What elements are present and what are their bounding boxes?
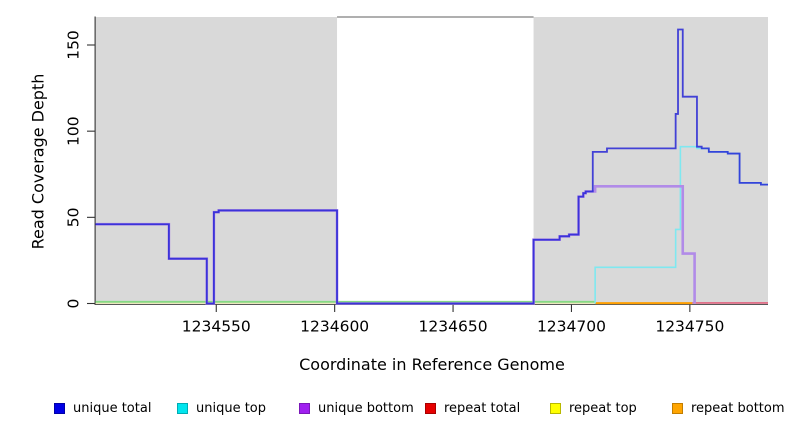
legend-item-repeat-bottom: repeat bottom: [672, 400, 785, 416]
y-tick-label: 150: [65, 30, 83, 60]
shaded-region-left: [95, 17, 338, 305]
legend-label: repeat bottom: [691, 400, 785, 416]
x-tick-label: 1234550: [182, 318, 251, 336]
legend-item-repeat-total: repeat total: [425, 400, 521, 416]
y-tick-label: 0: [65, 299, 83, 309]
unique-bottom-swatch-icon: [299, 402, 310, 414]
x-tick-label: 1234600: [300, 318, 369, 336]
legend-item-repeat-top: repeat top: [550, 400, 637, 416]
unique-total-swatch-icon: [54, 402, 65, 414]
legend-label: unique total: [73, 400, 152, 416]
legend-label: unique top: [196, 400, 267, 416]
y-tick-label: 50: [65, 207, 83, 227]
repeat-top-swatch-icon: [550, 402, 561, 414]
y-axis-title: Read Coverage Depth: [28, 73, 48, 250]
series-unique-total-line: [95, 28, 768, 305]
x-tick-label: 1234700: [537, 318, 606, 336]
legend-item-unique-bottom: unique bottom: [299, 400, 414, 416]
x-tick-label: 1234750: [655, 318, 724, 336]
legend-label: repeat total: [444, 400, 521, 416]
legend: unique total unique top unique bottom re…: [0, 401, 792, 419]
x-axis-title: Coordinate in Reference Genome: [299, 355, 565, 374]
repeat-bottom-swatch-icon: [672, 402, 683, 414]
legend-item-unique-total: unique total: [54, 400, 152, 416]
y-tick-label: 100: [65, 116, 83, 146]
legend-label: unique bottom: [318, 400, 414, 416]
legend-label: repeat top: [569, 400, 637, 416]
x-tick-label: 1234650: [419, 318, 488, 336]
legend-item-unique-top: unique top: [177, 400, 267, 416]
shaded-region-right: [533, 17, 768, 305]
repeat-total-swatch-icon: [425, 402, 436, 414]
unique-top-swatch-icon: [177, 402, 188, 414]
